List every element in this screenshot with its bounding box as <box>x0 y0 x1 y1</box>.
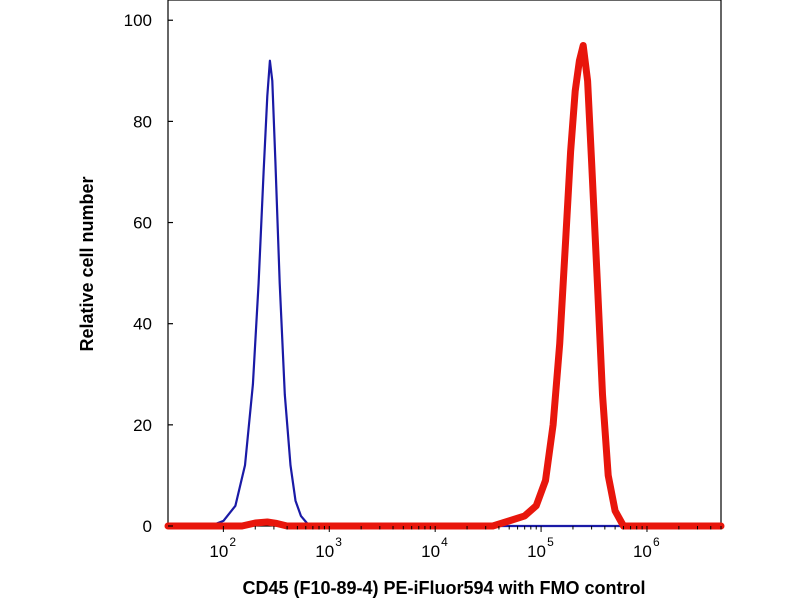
y-tick-label-80: 80 <box>133 112 152 131</box>
x-tick-exponent-4: 4 <box>441 535 448 549</box>
x-tick-exponent-3: 3 <box>335 535 342 549</box>
plot-area-frame <box>167 0 722 527</box>
y-axis-title: Relative cell number <box>77 176 97 351</box>
y-tick-label-100: 100 <box>124 11 152 30</box>
x-tick-exponent-6: 6 <box>653 535 660 549</box>
y-tick-label-60: 60 <box>133 214 152 233</box>
x-axis: 10 2 10 3 10 4 10 5 10 6 <box>209 526 722 561</box>
y-axis: 0 20 40 60 80 100 <box>124 11 173 536</box>
series-layer <box>164 42 725 530</box>
x-tick-label-5: 10 <box>527 542 546 561</box>
x-tick-label-4: 10 <box>421 542 440 561</box>
x-tick-exponent-5: 5 <box>547 535 554 549</box>
y-tick-label-40: 40 <box>133 315 152 334</box>
x-tick-exponent-2: 2 <box>229 535 236 549</box>
x-axis-title: CD45 (F10-89-4) PE-iFluor594 with FMO co… <box>242 578 645 598</box>
x-tick-label-6: 10 <box>633 542 652 561</box>
x-tick-label-2: 10 <box>209 542 228 561</box>
series-line-2 <box>164 42 725 530</box>
series-line-1 <box>166 59 723 528</box>
y-tick-label-0: 0 <box>143 517 152 536</box>
x-tick-label-3: 10 <box>315 542 334 561</box>
y-tick-label-20: 20 <box>133 416 152 435</box>
